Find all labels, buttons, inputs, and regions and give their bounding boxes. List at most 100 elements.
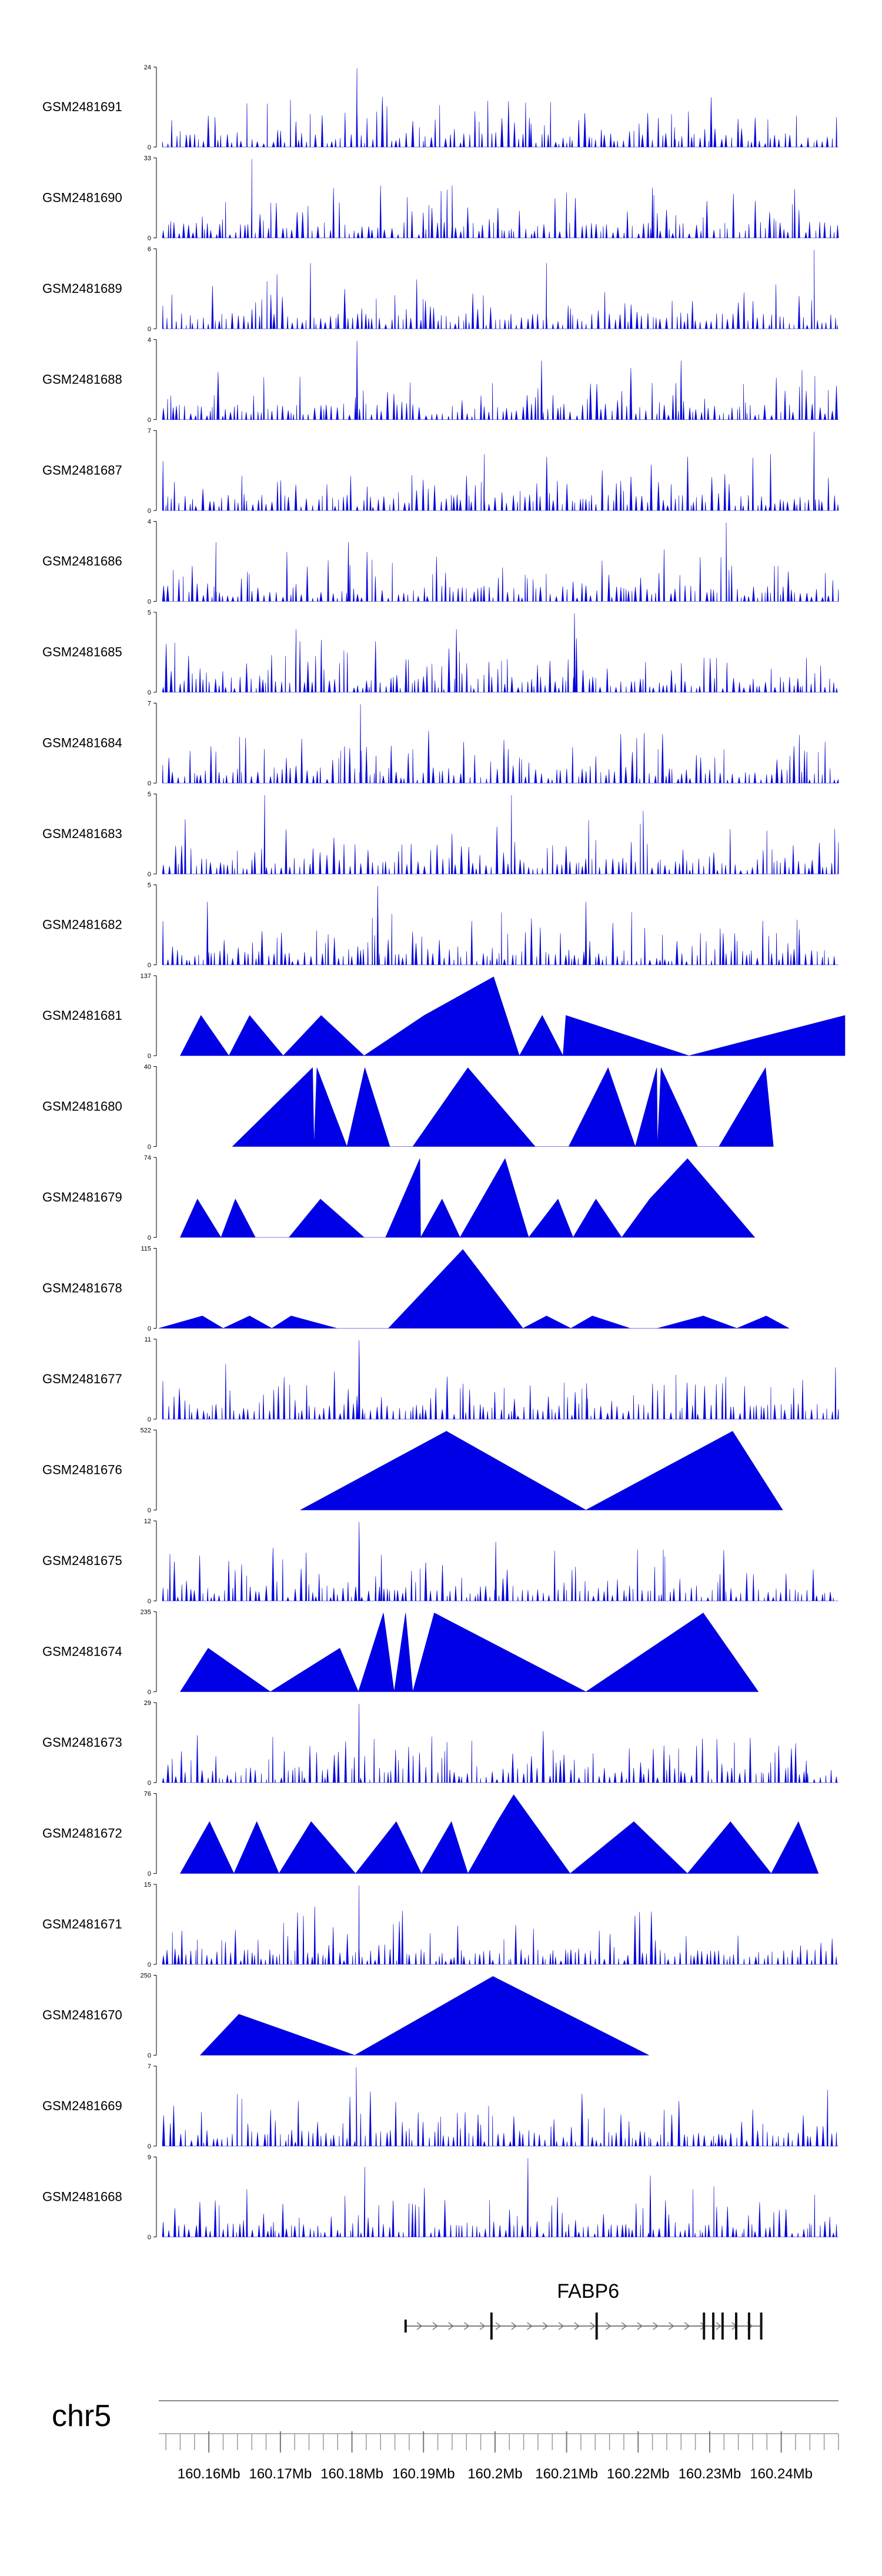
track-label: GSM2481674 bbox=[42, 1644, 122, 1659]
track-label: GSM2481683 bbox=[42, 826, 122, 841]
exon-mark bbox=[490, 2313, 493, 2340]
exon-mark bbox=[760, 2313, 763, 2340]
y-zero-label: 0 bbox=[148, 1689, 151, 1696]
y-zero-label: 0 bbox=[148, 508, 151, 515]
track-GSM2481675: GSM2481675 12 0 bbox=[42, 1518, 838, 1605]
y-zero-label: 0 bbox=[148, 1234, 151, 1242]
coverage-area bbox=[180, 1158, 756, 1239]
track-label: GSM2481681 bbox=[42, 1008, 122, 1023]
track-label: GSM2481678 bbox=[42, 1281, 122, 1296]
y-max-label: 76 bbox=[144, 1791, 151, 1798]
y-zero-label: 0 bbox=[148, 871, 151, 878]
track-GSM2481690: GSM2481690 33 0 bbox=[42, 155, 839, 242]
strand-arrow-icon bbox=[574, 2322, 580, 2330]
gene-name-label: FABP6 bbox=[557, 2280, 619, 2303]
y-max-label: 6 bbox=[148, 246, 151, 253]
x-tick-label: 160.2Mb bbox=[467, 2466, 522, 2482]
track-label: GSM2481677 bbox=[42, 1372, 122, 1386]
track-GSM2481683: GSM2481683 5 0 bbox=[42, 791, 839, 878]
track-label: GSM2481673 bbox=[42, 1735, 122, 1750]
strand-arrow-icon bbox=[621, 2322, 627, 2330]
x-tick-label: 160.17Mb bbox=[249, 2466, 312, 2482]
track-label: GSM2481676 bbox=[42, 1463, 122, 1477]
track-GSM2481671: GSM2481671 15 0 bbox=[42, 1881, 838, 1968]
coverage-area bbox=[162, 2067, 838, 2147]
y-max-label: 115 bbox=[141, 1246, 151, 1253]
y-max-label: 40 bbox=[144, 1064, 151, 1071]
strand-arrow-icon bbox=[495, 2322, 502, 2330]
y-max-label: 24 bbox=[144, 64, 151, 71]
track-label: GSM2481672 bbox=[42, 1826, 122, 1841]
coverage-area bbox=[162, 2158, 838, 2237]
coverage-area bbox=[162, 704, 839, 783]
strand-arrow-icon bbox=[432, 2322, 439, 2330]
y-max-label: 9 bbox=[148, 2154, 151, 2161]
track-label: GSM2481689 bbox=[42, 281, 122, 296]
track-label: GSM2481679 bbox=[42, 1190, 122, 1204]
track-label: GSM2481687 bbox=[42, 463, 122, 478]
y-zero-label: 0 bbox=[148, 1053, 151, 1060]
y-zero-label: 0 bbox=[148, 2053, 151, 2060]
strand-arrow-icon bbox=[527, 2322, 533, 2330]
strand-arrow-icon bbox=[684, 2322, 690, 2330]
y-max-label: 33 bbox=[144, 155, 151, 162]
track-label: GSM2481688 bbox=[42, 372, 122, 387]
y-max-label: 7 bbox=[148, 428, 151, 435]
track-GSM2481674: GSM2481674 235 0 bbox=[42, 1609, 759, 1696]
coverage-area bbox=[162, 795, 839, 875]
y-max-label: 7 bbox=[148, 700, 151, 708]
y-zero-label: 0 bbox=[148, 1507, 151, 1514]
x-tick-label: 160.22Mb bbox=[607, 2466, 670, 2482]
track-GSM2481673: GSM2481673 29 0 bbox=[42, 1700, 838, 1787]
coverage-area bbox=[162, 341, 838, 420]
y-max-label: 4 bbox=[148, 519, 151, 526]
coverage-area bbox=[158, 1249, 790, 1329]
strand-arrow-icon bbox=[590, 2322, 596, 2330]
y-max-label: 7 bbox=[148, 2063, 151, 2070]
y-zero-label: 0 bbox=[148, 2234, 151, 2241]
strand-arrow-icon bbox=[511, 2322, 517, 2330]
track-GSM2481678: GSM2481678 115 0 bbox=[42, 1246, 790, 1333]
x-tick-label: 160.19Mb bbox=[392, 2466, 455, 2482]
coverage-area bbox=[179, 1794, 819, 1874]
track-label: GSM2481691 bbox=[42, 99, 122, 114]
coverage-area bbox=[162, 1885, 838, 1965]
chromosome-axis: chr5 160.16Mb 160.17Mb 160.18Mb 160.19Mb 160.… bbox=[52, 2399, 839, 2482]
coverage-area bbox=[232, 1067, 774, 1147]
exon-mark bbox=[721, 2313, 724, 2340]
track-GSM2481669: GSM2481669 7 0 bbox=[42, 2063, 838, 2150]
y-max-label: 12 bbox=[144, 1518, 151, 1525]
exon-mark bbox=[747, 2313, 750, 2340]
x-tick-label: 160.16Mb bbox=[178, 2466, 240, 2482]
y-zero-label: 0 bbox=[148, 144, 151, 151]
y-zero-label: 0 bbox=[148, 417, 151, 424]
track-GSM2481688: GSM2481688 4 0 bbox=[42, 337, 838, 424]
track-GSM2481668: GSM2481668 9 0 bbox=[42, 2154, 838, 2241]
y-max-label: 4 bbox=[148, 337, 151, 344]
coverage-area bbox=[162, 1521, 838, 1601]
track-label: GSM2481685 bbox=[42, 645, 122, 659]
strand-arrow-icon bbox=[558, 2322, 564, 2330]
track-label: GSM2481675 bbox=[42, 1553, 122, 1568]
coverage-area bbox=[162, 249, 838, 329]
track-label: GSM2481690 bbox=[42, 191, 122, 205]
coverage-area bbox=[180, 976, 846, 1057]
y-zero-label: 0 bbox=[148, 1326, 151, 1333]
track-GSM2481691: GSM2481691 24 0 bbox=[42, 64, 838, 151]
track-GSM2481679: GSM2481679 74 0 bbox=[42, 1154, 756, 1242]
gene-track: FABP6 bbox=[404, 2280, 763, 2340]
y-zero-label: 0 bbox=[148, 1598, 151, 1605]
coverage-area bbox=[162, 613, 838, 693]
x-tick-label: 160.18Mb bbox=[320, 2466, 383, 2482]
track-GSM2481681: GSM2481681 137 0 bbox=[42, 973, 846, 1060]
y-max-label: 74 bbox=[144, 1154, 151, 1162]
track-GSM2481687: GSM2481687 7 0 bbox=[42, 428, 839, 515]
y-max-label: 15 bbox=[144, 1881, 151, 1888]
exon-mark bbox=[404, 2320, 407, 2333]
track-GSM2481680: GSM2481680 40 0 bbox=[42, 1064, 774, 1151]
track-GSM2481672: GSM2481672 76 0 bbox=[42, 1791, 819, 1878]
track-GSM2481677: GSM2481677 11 0 bbox=[42, 1336, 839, 1423]
y-max-label: 250 bbox=[141, 1973, 151, 1980]
exon-mark bbox=[712, 2313, 715, 2340]
